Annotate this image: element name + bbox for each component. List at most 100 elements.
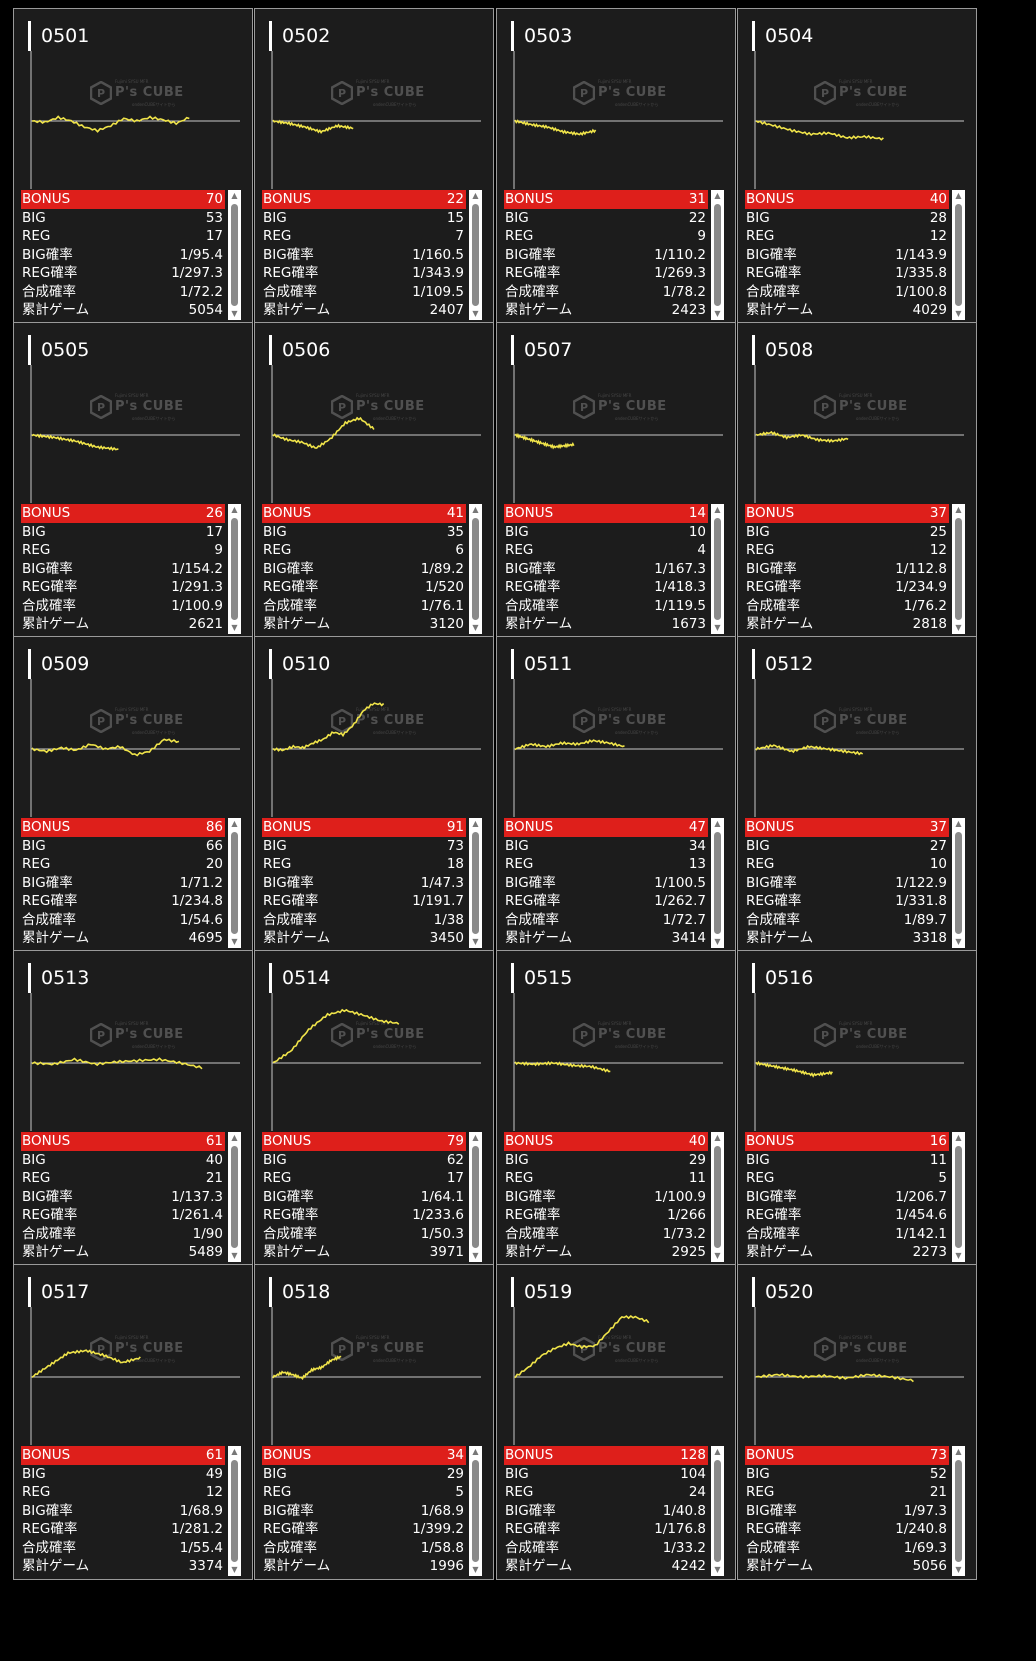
scroll-down-icon[interactable]: ▼: [955, 623, 962, 632]
machine-card-0502[interactable]: 0502 P Fujimi SYSU MFR P's CUBE ondenCUBEサイト…: [254, 8, 494, 324]
machine-card-0514[interactable]: 0514 P Fujimi SYSU MFR P's CUBE ondenCUBEサイト…: [254, 950, 494, 1266]
scroll-thumb[interactable]: [231, 832, 238, 934]
scroll-up-icon[interactable]: ▲: [955, 1133, 962, 1142]
scroll-thumb[interactable]: [472, 1146, 479, 1248]
scroll-down-icon[interactable]: ▼: [231, 1565, 238, 1574]
scroll-up-icon[interactable]: ▲: [472, 1447, 479, 1456]
scroll-up-icon[interactable]: ▲: [714, 819, 721, 828]
stats-scrollbar[interactable]: ▲ ▼: [469, 504, 482, 634]
scroll-up-icon[interactable]: ▲: [231, 1133, 238, 1142]
scroll-thumb[interactable]: [714, 1460, 721, 1562]
machine-card-0517[interactable]: 0517 P Fujimi SYSU MFR P's CUBE ondenCUBEサイト…: [13, 1264, 253, 1580]
machine-card-0520[interactable]: 0520 P Fujimi SYSU MFR P's CUBE ondenCUBEサイト…: [737, 1264, 977, 1580]
scroll-down-icon[interactable]: ▼: [714, 623, 721, 632]
stats-scrollbar[interactable]: ▲ ▼: [228, 818, 241, 948]
stats-scrollbar[interactable]: ▲ ▼: [228, 504, 241, 634]
scroll-up-icon[interactable]: ▲: [472, 191, 479, 200]
scroll-down-icon[interactable]: ▼: [714, 309, 721, 318]
machine-card-0518[interactable]: 0518 P Fujimi SYSU MFR P's CUBE ondenCUBEサイト…: [254, 1264, 494, 1580]
scroll-thumb[interactable]: [714, 1146, 721, 1248]
scroll-thumb[interactable]: [955, 518, 962, 620]
scroll-down-icon[interactable]: ▼: [714, 1565, 721, 1574]
machine-card-0501[interactable]: 0501 P Fujimi SYSU MFR P's CUBE ondenCUBEサイト…: [13, 8, 253, 324]
stats-scrollbar[interactable]: ▲ ▼: [228, 190, 241, 320]
scroll-thumb[interactable]: [231, 1146, 238, 1248]
stats-scrollbar[interactable]: ▲ ▼: [711, 504, 724, 634]
machine-card-0516[interactable]: 0516 P Fujimi SYSU MFR P's CUBE ondenCUBEサイト…: [737, 950, 977, 1266]
scroll-thumb[interactable]: [231, 518, 238, 620]
stats-scrollbar[interactable]: ▲ ▼: [469, 190, 482, 320]
scroll-thumb[interactable]: [955, 1460, 962, 1562]
scroll-up-icon[interactable]: ▲: [231, 819, 238, 828]
stats-scrollbar[interactable]: ▲ ▼: [228, 1132, 241, 1262]
machine-card-0511[interactable]: 0511 P Fujimi SYSU MFR P's CUBE ondenCUBEサイト…: [496, 636, 736, 952]
stats-scrollbar[interactable]: ▲ ▼: [711, 1132, 724, 1262]
scroll-thumb[interactable]: [955, 1146, 962, 1248]
machine-card-0504[interactable]: 0504 P Fujimi SYSU MFR P's CUBE ondenCUBEサイト…: [737, 8, 977, 324]
scroll-down-icon[interactable]: ▼: [714, 937, 721, 946]
scroll-up-icon[interactable]: ▲: [955, 505, 962, 514]
scroll-down-icon[interactable]: ▼: [472, 309, 479, 318]
stats-scrollbar[interactable]: ▲ ▼: [469, 818, 482, 948]
stats-scrollbar[interactable]: ▲ ▼: [952, 1446, 965, 1576]
scroll-down-icon[interactable]: ▼: [231, 1251, 238, 1260]
scroll-thumb[interactable]: [472, 1460, 479, 1562]
scroll-down-icon[interactable]: ▼: [955, 1251, 962, 1260]
scroll-thumb[interactable]: [472, 204, 479, 306]
scroll-down-icon[interactable]: ▼: [472, 1565, 479, 1574]
machine-card-0507[interactable]: 0507 P Fujimi SYSU MFR P's CUBE ondenCUBEサイト…: [496, 322, 736, 638]
machine-card-0506[interactable]: 0506 P Fujimi SYSU MFR P's CUBE ondenCUBEサイト…: [254, 322, 494, 638]
scroll-up-icon[interactable]: ▲: [955, 819, 962, 828]
scroll-thumb[interactable]: [714, 518, 721, 620]
scroll-up-icon[interactable]: ▲: [231, 1447, 238, 1456]
scroll-down-icon[interactable]: ▼: [472, 937, 479, 946]
stats-scrollbar[interactable]: ▲ ▼: [711, 818, 724, 948]
scroll-up-icon[interactable]: ▲: [714, 191, 721, 200]
machine-card-0508[interactable]: 0508 P Fujimi SYSU MFR P's CUBE ondenCUBEサイト…: [737, 322, 977, 638]
scroll-thumb[interactable]: [231, 204, 238, 306]
scroll-up-icon[interactable]: ▲: [472, 505, 479, 514]
scroll-down-icon[interactable]: ▼: [955, 937, 962, 946]
machine-card-0510[interactable]: 0510 P Fujimi SYSU MFR P's CUBE ondenCUBEサイト…: [254, 636, 494, 952]
stats-scrollbar[interactable]: ▲ ▼: [711, 190, 724, 320]
machine-card-0512[interactable]: 0512 P Fujimi SYSU MFR P's CUBE ondenCUBEサイト…: [737, 636, 977, 952]
scroll-down-icon[interactable]: ▼: [231, 309, 238, 318]
stats-scrollbar[interactable]: ▲ ▼: [469, 1446, 482, 1576]
scroll-thumb[interactable]: [955, 832, 962, 934]
scroll-up-icon[interactable]: ▲: [714, 1447, 721, 1456]
scroll-down-icon[interactable]: ▼: [472, 623, 479, 632]
stats-scrollbar[interactable]: ▲ ▼: [952, 504, 965, 634]
scroll-thumb[interactable]: [714, 832, 721, 934]
scroll-up-icon[interactable]: ▲: [231, 505, 238, 514]
scroll-down-icon[interactable]: ▼: [955, 309, 962, 318]
machine-card-0513[interactable]: 0513 P Fujimi SYSU MFR P's CUBE ondenCUBEサイト…: [13, 950, 253, 1266]
stats-scrollbar[interactable]: ▲ ▼: [952, 190, 965, 320]
machine-card-0509[interactable]: 0509 P Fujimi SYSU MFR P's CUBE ondenCUBEサイト…: [13, 636, 253, 952]
stats-scrollbar[interactable]: ▲ ▼: [952, 1132, 965, 1262]
scroll-up-icon[interactable]: ▲: [231, 191, 238, 200]
scroll-down-icon[interactable]: ▼: [714, 1251, 721, 1260]
scroll-up-icon[interactable]: ▲: [714, 505, 721, 514]
scroll-down-icon[interactable]: ▼: [472, 1251, 479, 1260]
stats-scrollbar[interactable]: ▲ ▼: [711, 1446, 724, 1576]
scroll-thumb[interactable]: [231, 1460, 238, 1562]
machine-card-0519[interactable]: 0519 P Fujimi SYSU MFR P's CUBE ondenCUBEサイト…: [496, 1264, 736, 1580]
scroll-up-icon[interactable]: ▲: [955, 191, 962, 200]
scroll-thumb[interactable]: [472, 518, 479, 620]
machine-card-0515[interactable]: 0515 P Fujimi SYSU MFR P's CUBE ondenCUBEサイト…: [496, 950, 736, 1266]
scroll-thumb[interactable]: [472, 832, 479, 934]
machine-card-0503[interactable]: 0503 P Fujimi SYSU MFR P's CUBE ondenCUBEサイト…: [496, 8, 736, 324]
scroll-down-icon[interactable]: ▼: [231, 623, 238, 632]
stats-scrollbar[interactable]: ▲ ▼: [952, 818, 965, 948]
machine-card-0505[interactable]: 0505 P Fujimi SYSU MFR P's CUBE ondenCUBEサイト…: [13, 322, 253, 638]
scroll-thumb[interactable]: [955, 204, 962, 306]
scroll-up-icon[interactable]: ▲: [714, 1133, 721, 1142]
stats-scrollbar[interactable]: ▲ ▼: [228, 1446, 241, 1576]
scroll-up-icon[interactable]: ▲: [472, 1133, 479, 1142]
scroll-up-icon[interactable]: ▲: [955, 1447, 962, 1456]
scroll-thumb[interactable]: [714, 204, 721, 306]
scroll-down-icon[interactable]: ▼: [955, 1565, 962, 1574]
scroll-up-icon[interactable]: ▲: [472, 819, 479, 828]
stats-scrollbar[interactable]: ▲ ▼: [469, 1132, 482, 1262]
scroll-down-icon[interactable]: ▼: [231, 937, 238, 946]
